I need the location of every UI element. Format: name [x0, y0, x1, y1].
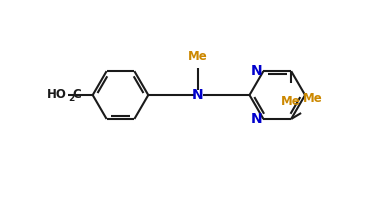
Text: N: N — [251, 112, 262, 126]
Text: HO: HO — [47, 87, 67, 100]
Text: N: N — [192, 88, 204, 102]
Text: N: N — [251, 64, 262, 78]
Text: Me: Me — [188, 49, 208, 62]
Text: 2: 2 — [68, 94, 75, 102]
Text: Me: Me — [303, 92, 323, 105]
Text: Me: Me — [281, 95, 301, 108]
Text: C: C — [72, 87, 81, 100]
